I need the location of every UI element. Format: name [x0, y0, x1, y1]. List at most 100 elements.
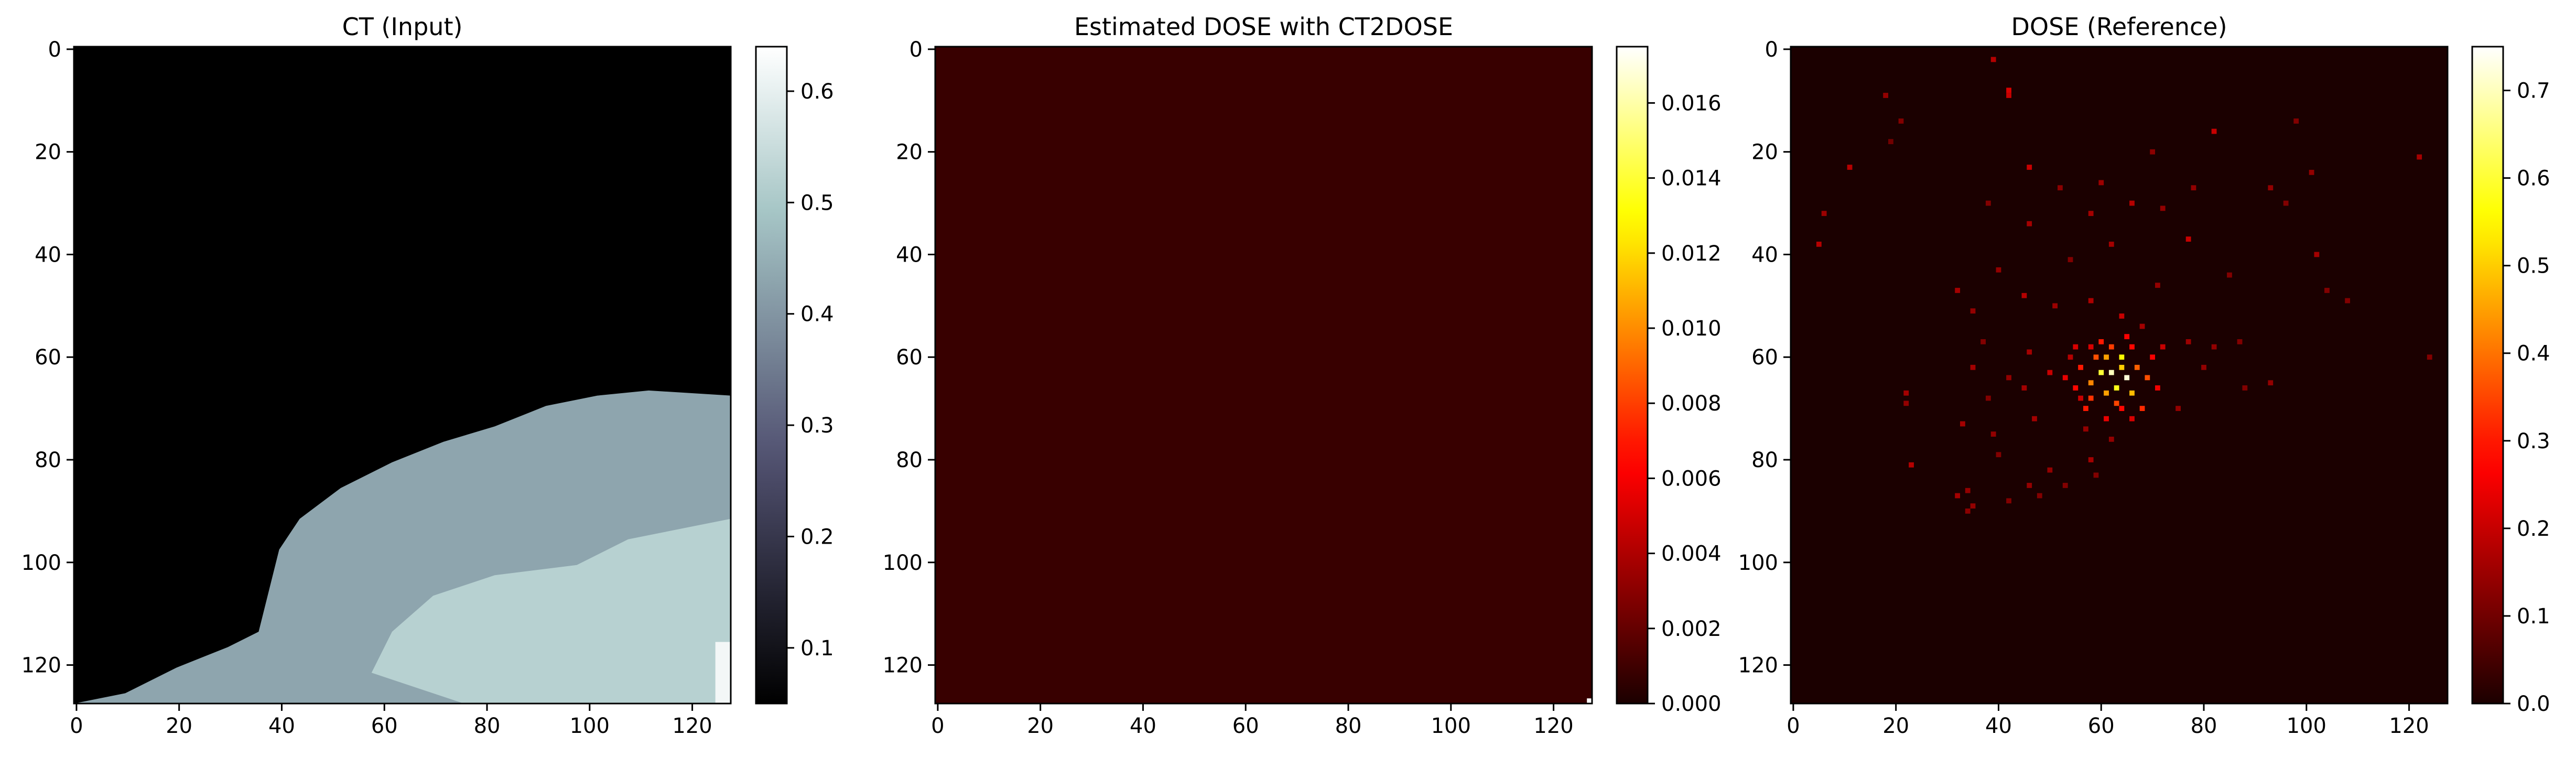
dose-pixel — [2088, 457, 2094, 462]
dose-pixel — [1587, 698, 1592, 704]
dose-pixel — [2417, 154, 2422, 160]
dose-pixel — [2293, 118, 2299, 124]
colorbar-tick-label: 0.1 — [2517, 604, 2550, 629]
dose-pixel — [2098, 180, 2104, 186]
dose-pixel — [2058, 185, 2063, 191]
dose-pixel — [1888, 139, 1893, 144]
dose-pixel — [2006, 375, 2011, 381]
dose-pixel — [1970, 308, 1976, 314]
dose-pixel — [2078, 395, 2083, 401]
dose-pixel — [2114, 401, 2119, 406]
dose-pixel — [2062, 375, 2068, 381]
dose-pixel — [2114, 385, 2119, 391]
dose-pixel — [2268, 185, 2274, 191]
heatmap-image — [1791, 47, 2448, 704]
dose-pixel — [2150, 149, 2156, 155]
dose-pixel — [2093, 472, 2099, 478]
dose-pixel — [1996, 452, 2001, 458]
y-tick-label: 120 — [883, 654, 923, 678]
dose-pixel — [1955, 493, 1961, 499]
colorbar: 0.0 0.1 0.2 0.3 0.4 0.5 0.6 0.7 — [2471, 46, 2550, 716]
dose-pixel — [2124, 375, 2130, 381]
dose-pixel — [1970, 364, 1976, 370]
x-tick-label: 40 — [1985, 714, 2012, 738]
dose-pixel — [2068, 354, 2073, 360]
y-tick-label: 120 — [1738, 654, 1778, 678]
estimated-dose-panel: Estimated DOSE with CT2DOSE 0 20 40 60 80 100 1… — [883, 13, 1722, 738]
colorbar-tick-label: 0.002 — [1661, 617, 1722, 641]
colorbar-tick-label: 0.5 — [2517, 254, 2550, 278]
dose-pixel — [2237, 339, 2243, 344]
dose-pixel — [2227, 272, 2232, 278]
x-tick-label: 60 — [371, 714, 398, 738]
dose-pixel — [2006, 93, 2011, 98]
dose-pixel — [2309, 169, 2314, 175]
y-tick-label: 60 — [1751, 345, 1778, 370]
ct-input-panel: CT (Input) 0 20 40 60 80 100 120 0 20 40 60 80 100 120… — [21, 13, 834, 738]
y-tick-label: 80 — [35, 448, 61, 472]
x-tick-label: 80 — [2191, 714, 2217, 738]
heatmap-image — [935, 47, 1592, 704]
colorbar-tick-label: 0.2 — [800, 525, 834, 549]
dose-pixel — [2129, 416, 2135, 421]
dose-pixel — [1996, 267, 2001, 273]
colorbar-frame — [755, 46, 788, 705]
dose-pixel — [2104, 354, 2109, 360]
x-tick-label: 0 — [931, 714, 944, 738]
colorbar-tick-label: 0.3 — [2517, 429, 2550, 453]
dose-pixel — [1970, 503, 1976, 509]
dose-pixel — [1821, 211, 1827, 217]
dose-pixel — [2139, 323, 2145, 329]
dose-pixel — [2201, 364, 2206, 370]
dose-pixel — [2242, 385, 2248, 391]
dose-pixel — [1960, 421, 1965, 427]
x-tick-label: 120 — [2389, 714, 2429, 738]
dose-pixel — [1955, 288, 1961, 293]
x-tick-label: 40 — [1130, 714, 1156, 738]
dose-pixel — [2150, 354, 2156, 360]
dose-pixel — [2006, 88, 2011, 93]
dose-pixel — [2108, 370, 2114, 375]
x-tick-label: 60 — [2088, 714, 2115, 738]
dose-pixel — [2145, 375, 2150, 381]
dose-pixel — [2104, 390, 2109, 396]
dose-pixel — [2124, 334, 2130, 339]
dose-pixel — [2083, 426, 2088, 432]
dose-pixel — [1985, 395, 1991, 401]
y-tick-label: 60 — [896, 345, 923, 370]
y-tick-label: 0 — [48, 38, 61, 62]
y-tick-label: 100 — [21, 551, 61, 575]
dose-pixel — [2006, 498, 2011, 504]
colorbar-frame — [2471, 46, 2504, 705]
dose-pixel — [2047, 467, 2053, 473]
colorbar-tick-label: 0.3 — [800, 414, 834, 438]
bright-tissue-region — [371, 518, 731, 704]
bright-corner — [715, 642, 731, 704]
dose-pixel — [2155, 385, 2160, 391]
dose-pixel — [1990, 57, 1996, 62]
x-tick-label: 0 — [1787, 714, 1800, 738]
x-tick-label: 100 — [570, 714, 610, 738]
dose-pixel — [2155, 283, 2160, 288]
dose-pixel — [2129, 200, 2135, 206]
dose-pixel — [2052, 303, 2058, 309]
colorbar-tick-label: 0.5 — [800, 191, 834, 215]
dose-pixel — [2088, 344, 2094, 350]
x-tick-label: 100 — [2287, 714, 2326, 738]
y-tick-label: 40 — [35, 243, 61, 267]
x-tick-label: 40 — [268, 714, 295, 738]
dose-pixel — [2108, 436, 2114, 442]
dose-pixel — [2083, 406, 2088, 412]
dose-pixel — [2021, 293, 2027, 298]
dose-pixel — [2062, 483, 2068, 488]
y-tick-label: 80 — [896, 448, 923, 472]
dose-pixel — [1816, 241, 1822, 247]
colorbar-tick-label: 0.000 — [1661, 692, 1722, 716]
dose-pixel — [2160, 344, 2166, 350]
dose-pixel — [2104, 416, 2109, 421]
y-tick-label: 100 — [1738, 551, 1778, 575]
heatmap-background — [935, 47, 1592, 704]
colorbar-tick-label: 0.1 — [800, 636, 834, 661]
dose-pixel — [1903, 390, 1909, 396]
dose-pixel — [2088, 211, 2094, 217]
